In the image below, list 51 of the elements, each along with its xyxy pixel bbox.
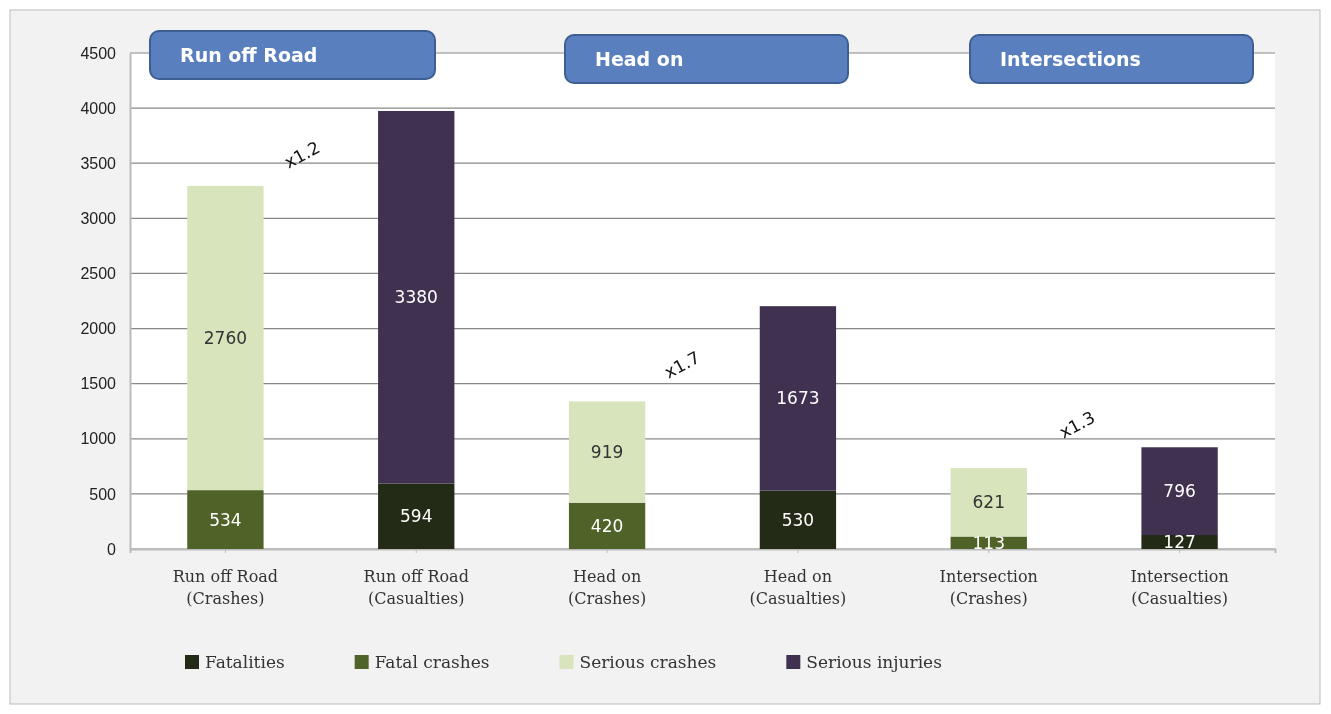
bar: [1141, 447, 1218, 535]
y-tick-label: 2500: [80, 265, 117, 283]
data-label: 113: [972, 532, 1005, 553]
legend-label: Serious injuries: [806, 652, 942, 672]
legend-label: Fatal crashes: [374, 652, 490, 672]
y-tick-label: 3000: [80, 209, 117, 227]
x-tick-label: Run off Road (Casualties): [363, 567, 469, 608]
data-label: 420: [590, 515, 624, 536]
x-tick-label: Intersection (Casualties): [1130, 567, 1229, 608]
data-label: 621: [972, 492, 1005, 513]
x-tick-label: Intersection (Crashes): [939, 567, 1038, 608]
bar: [568, 502, 646, 549]
header-label: Head on: [564, 34, 849, 84]
data-label: 534: [209, 509, 242, 530]
x-tick-label: Head on (Crashes): [568, 567, 647, 608]
annotation: x1.7: [661, 347, 704, 383]
bar: [378, 483, 455, 549]
data-label: 1673: [776, 388, 820, 409]
y-tick-label: 2000: [80, 320, 117, 338]
data-label: 127: [1163, 532, 1196, 552]
x-tick-label: Head on (Casualties): [749, 567, 847, 608]
data-label: 530: [781, 509, 815, 530]
header-label: Intersections: [969, 34, 1254, 84]
bar: [378, 110, 455, 484]
data-label: 2760: [203, 328, 248, 349]
y-tick-label: 3500: [80, 154, 117, 172]
bar: [950, 468, 1027, 537]
annotation: x1.2: [281, 137, 324, 173]
bar: [568, 401, 646, 503]
header-label: Run off Road: [149, 30, 436, 80]
legend-label: Fatalities: [205, 652, 285, 672]
y-tick-label: 1000: [80, 430, 117, 448]
y-tick-label: 0: [107, 540, 117, 558]
bar: [187, 185, 264, 491]
y-tick-label: 1500: [80, 375, 117, 393]
bar: [759, 306, 837, 491]
data-label: 919: [590, 442, 624, 463]
y-tick-label: 4000: [80, 99, 117, 117]
x-tick-label: Run off Road (Crashes): [172, 567, 279, 608]
y-tick-label: 4500: [80, 44, 117, 62]
annotation: Intersections: [1000, 48, 1141, 70]
bar: [759, 490, 837, 549]
data-label: 3380: [394, 287, 438, 308]
annotation: Run off Road: [180, 44, 318, 66]
data-label: 594: [400, 506, 433, 527]
annotation: Head on: [595, 48, 684, 70]
y-tick-label: 500: [89, 485, 117, 503]
legend-label: Serious crashes: [579, 652, 717, 672]
annotation: x1.3: [1056, 407, 1099, 443]
bar: [187, 490, 264, 549]
data-label: 796: [1163, 481, 1196, 502]
